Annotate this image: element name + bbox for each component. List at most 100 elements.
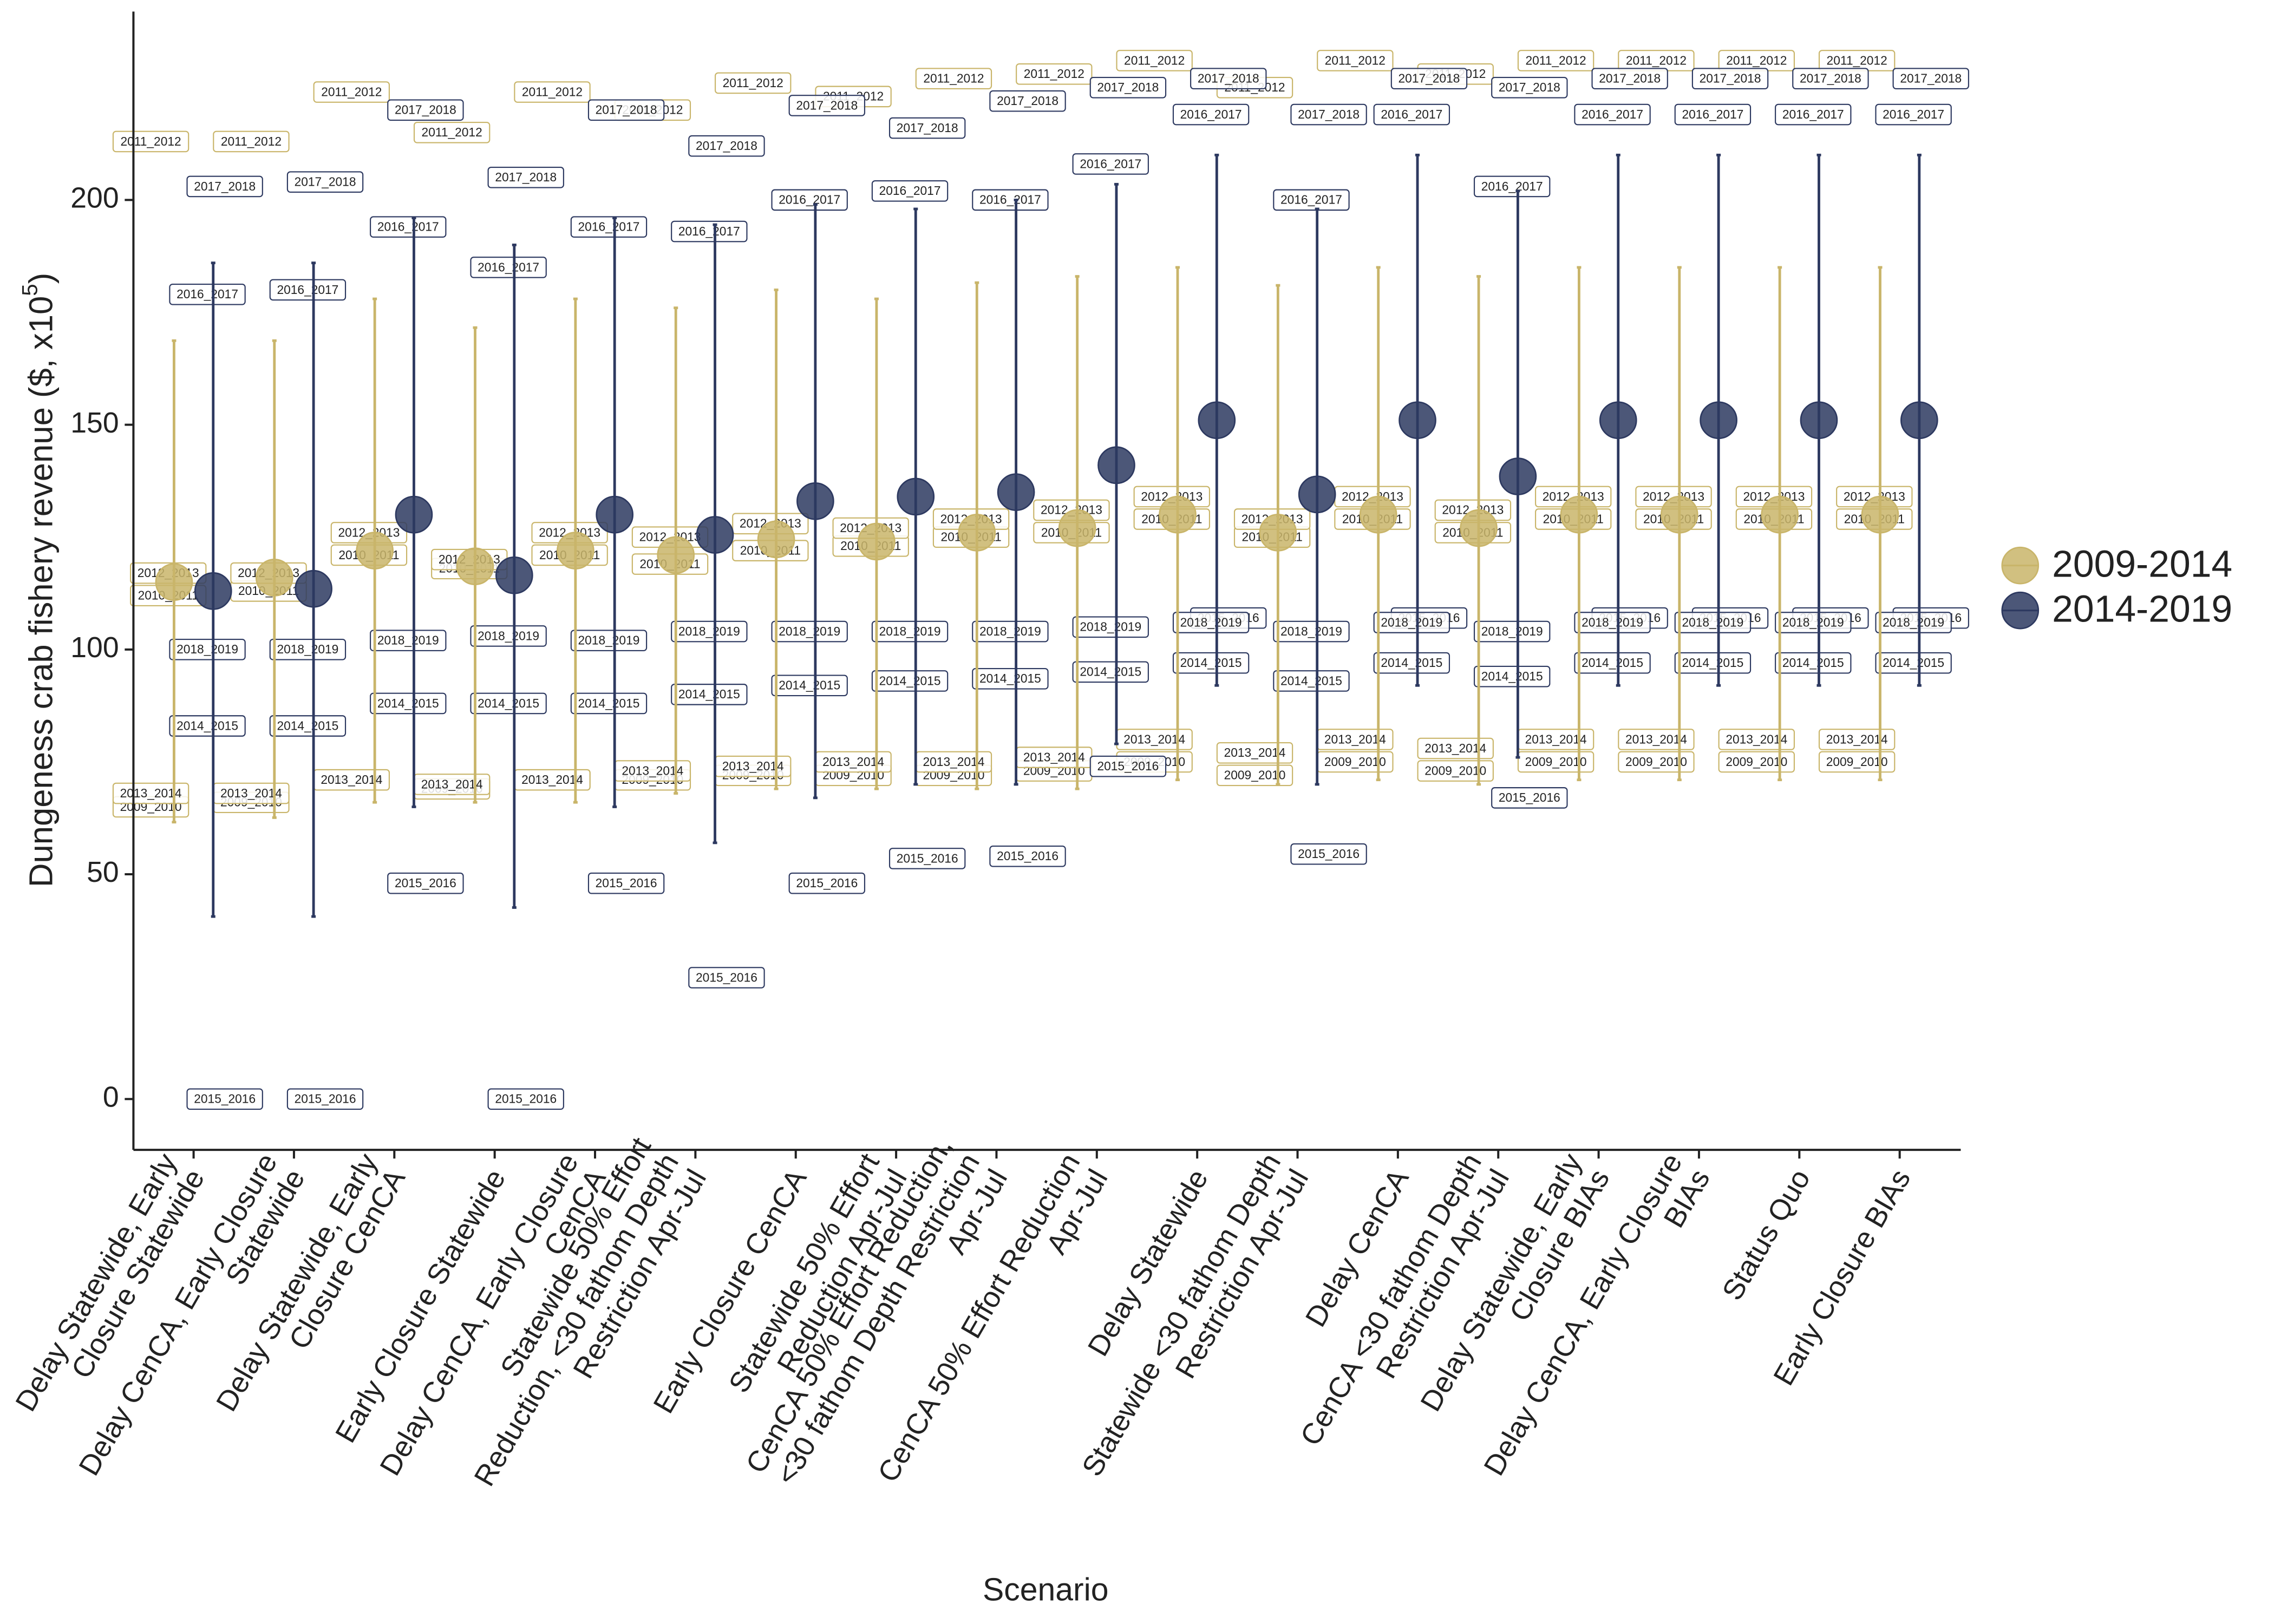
year-label-box [587, 99, 665, 121]
year-label-text: 2018_2019 [1180, 615, 1242, 629]
year-label-box [587, 872, 665, 894]
year-label-text: 2016_2017 [1782, 107, 1844, 121]
year-label-box [771, 189, 848, 211]
year-label-text: 2018_2019 [1782, 615, 1844, 629]
year-label-text: 2014_2015 [1481, 669, 1543, 683]
year-label-text: 2014_2015 [1883, 656, 1944, 670]
point [1660, 495, 1698, 534]
year-label-box [269, 639, 347, 660]
year-label-box [286, 1088, 364, 1110]
year-label-text: 2013_2014 [1525, 732, 1587, 746]
year-label-text: 2014_2015 [1582, 656, 1643, 670]
year-label: 2011_2012 [1718, 50, 1795, 71]
year-label-text: 2013_2014 [1625, 732, 1687, 746]
x-axis-title: Scenario [983, 1573, 1109, 1608]
year-label: 2011_2012 [1818, 50, 1896, 71]
point [155, 563, 193, 601]
year-label-text: 2013_2014 [1826, 732, 1888, 746]
year-label-text: 2016_2017 [1180, 107, 1242, 121]
year-label-box [1172, 612, 1250, 633]
y-tick-label: 50 [87, 856, 119, 888]
year-label: 2016_2017 [370, 216, 447, 238]
year-label-box [186, 1088, 263, 1110]
year-label: 2015_2016 [888, 848, 966, 869]
year-label-text: 2017_2018 [1800, 71, 1861, 86]
year-label: 2016_2017 [1172, 103, 1250, 126]
year-label-box [1116, 50, 1193, 71]
year-label: 2014_2015 [370, 692, 447, 715]
year-label-box [989, 90, 1066, 112]
year-label-text: 2014_2015 [478, 696, 539, 710]
year-label-box [1473, 665, 1551, 687]
year-label-box [1373, 103, 1450, 126]
year-label-box [169, 283, 246, 305]
year-label: 2013_2014 [1016, 746, 1093, 768]
year-label-text: 2013_2014 [220, 786, 282, 800]
point [1761, 495, 1799, 534]
year-label-text: 2016_2017 [779, 193, 840, 207]
year-label-box [286, 171, 364, 193]
year-label-text: 2015_2016 [897, 851, 958, 865]
year-label: 2018_2019 [370, 630, 447, 652]
year-label: 2009_2010 [1517, 751, 1595, 773]
year-label-text: 2014_2015 [1080, 665, 1141, 679]
year-label: 2017_2018 [989, 90, 1066, 112]
point [1259, 514, 1297, 552]
year-label-box [370, 630, 447, 652]
year-label: 2009_2010 [1618, 751, 1695, 773]
y-title-superscript: 5 [17, 284, 42, 296]
point [997, 473, 1035, 511]
year-label-text: 2011_2012 [923, 71, 984, 86]
year-label: 2016_2017 [570, 216, 648, 238]
year-label-text: 2017_2018 [1198, 71, 1259, 86]
year-label-text: 2009_2010 [1324, 755, 1386, 769]
year-label-text: 2017_2018 [1599, 71, 1661, 86]
year-label-text: 2018_2019 [478, 628, 539, 643]
year-label-box [1072, 153, 1149, 175]
year-label-text: 2016_2017 [1280, 193, 1342, 207]
year-label-text: 2017_2018 [997, 94, 1058, 108]
year-label-text: 2014_2015 [277, 718, 338, 732]
y-tick-label: 0 [103, 1081, 119, 1113]
year-label: 2011_2012 [715, 72, 792, 94]
year-label: 2013_2014 [614, 760, 691, 782]
year-label: 2011_2012 [313, 81, 390, 103]
year-label: 2018_2019 [1273, 620, 1350, 643]
year-label-box [1875, 103, 1952, 126]
year-label-box [1216, 742, 1293, 764]
year-label-text: 2013_2014 [1424, 741, 1486, 755]
year-label-box [1273, 670, 1350, 692]
year-label-text: 2018_2019 [1682, 615, 1743, 629]
year-label-box [1875, 652, 1952, 674]
year-label-box [871, 670, 949, 692]
year-label: 2014_2015 [1674, 652, 1752, 674]
year-label: 2015_2016 [186, 1088, 263, 1110]
year-label-text: 2009_2010 [1726, 755, 1787, 769]
year-label-box [715, 72, 792, 94]
year-label-box [771, 620, 848, 643]
year-label: 2015_2016 [788, 872, 866, 894]
year-label-text: 2018_2019 [177, 642, 238, 656]
y-title-text: Dungeness crab fishery revenue ($, x10 [23, 296, 60, 887]
year-label-text: 2018_2019 [578, 633, 640, 647]
year-label: 2017_2018 [1591, 68, 1668, 89]
year-label-text: 2018_2019 [277, 642, 338, 656]
year-label-box [1273, 620, 1350, 643]
year-label-text: 2013_2014 [1123, 732, 1185, 746]
year-label-box [1818, 751, 1896, 773]
year-label-text: 2017_2018 [796, 98, 858, 112]
year-label-box [470, 625, 547, 647]
year-label-box [788, 872, 866, 894]
year-label-text: 2016_2017 [1481, 179, 1543, 193]
year-label-box [1089, 755, 1167, 777]
year-label-text: 2015_2016 [596, 876, 657, 890]
point [1058, 509, 1096, 547]
year-label: 2018_2019 [1574, 612, 1651, 633]
year-label: 2016_2017 [1674, 103, 1752, 126]
year-label: 2017_2018 [788, 95, 866, 116]
year-label: 2009_2010 [1718, 751, 1795, 773]
point [1700, 401, 1737, 440]
year-label-box [1674, 103, 1752, 126]
year-label-text: 2009_2010 [1424, 763, 1486, 777]
year-label: 2015_2016 [587, 872, 665, 894]
